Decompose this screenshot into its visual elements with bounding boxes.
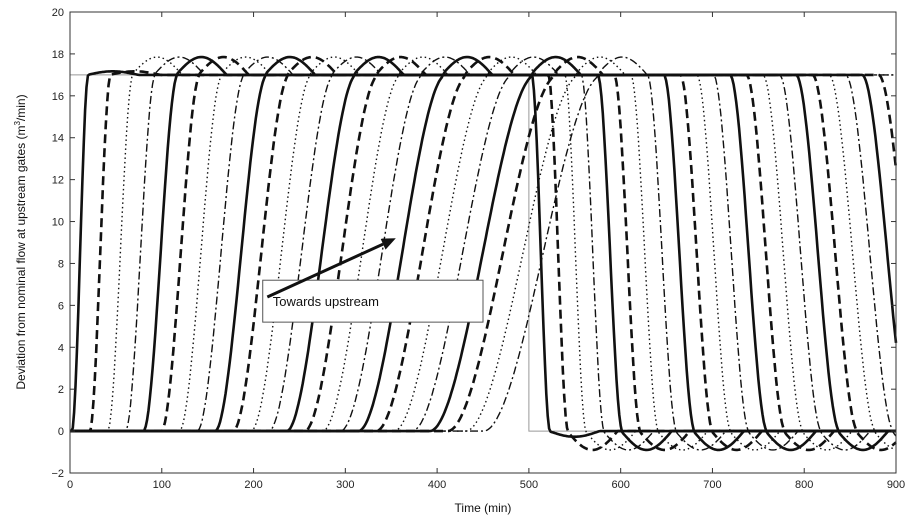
x-tick-label: 800: [795, 479, 813, 491]
x-tick-label: 700: [703, 479, 721, 491]
x-axis-label: Time (min): [455, 501, 512, 515]
annotation-box: [262, 279, 484, 323]
y-tick-label: 16: [52, 91, 64, 103]
y-tick-label: 6: [58, 300, 64, 312]
ticks-layer: 0 100 200 300 400 500 600 700 800 900−20246810121…: [51, 7, 905, 491]
x-tick-label: 200: [244, 479, 262, 491]
response-curve-14: [70, 55, 896, 452]
x-tick-label: 300: [336, 479, 354, 491]
y-tick-label: −2: [51, 468, 64, 480]
y-tick-label: 4: [58, 342, 64, 354]
y-tick-label: 0: [58, 426, 64, 438]
x-tick-label: 500: [520, 479, 538, 491]
plot-area: [70, 12, 896, 473]
y-axis-label-tail: /min): [14, 94, 28, 121]
y-tick-label: 10: [52, 217, 64, 229]
x-tick-label: 900: [887, 479, 905, 491]
x-tick-label: 600: [611, 479, 629, 491]
y-axis-label-superscript: 3: [13, 121, 22, 126]
y-tick-label: 14: [52, 133, 64, 145]
y-axis-label: Deviation from nominal flow at upstream …: [13, 94, 28, 389]
y-tick-label: 18: [52, 49, 64, 61]
annotation-arrow: [266, 242, 384, 299]
y-tick-label: 8: [58, 258, 64, 270]
x-tick-label: 100: [153, 479, 171, 491]
response-curve-24: [70, 56, 896, 432]
annotation: Towards upstream: [262, 238, 484, 323]
y-tick-label: 12: [52, 175, 64, 187]
x-tick-label: 0: [67, 479, 73, 491]
annotation-arrowhead: [380, 238, 396, 250]
y-tick-label: 20: [52, 7, 64, 19]
annotation-label: Towards upstream: [273, 294, 379, 309]
plot-frame: [69, 11, 897, 474]
x-tick-label: 400: [428, 479, 446, 491]
y-axis-label-main: Deviation from nominal flow at upstream …: [14, 126, 28, 390]
response-curves-layer: [70, 55, 898, 452]
y-tick-label: 2: [58, 384, 64, 396]
